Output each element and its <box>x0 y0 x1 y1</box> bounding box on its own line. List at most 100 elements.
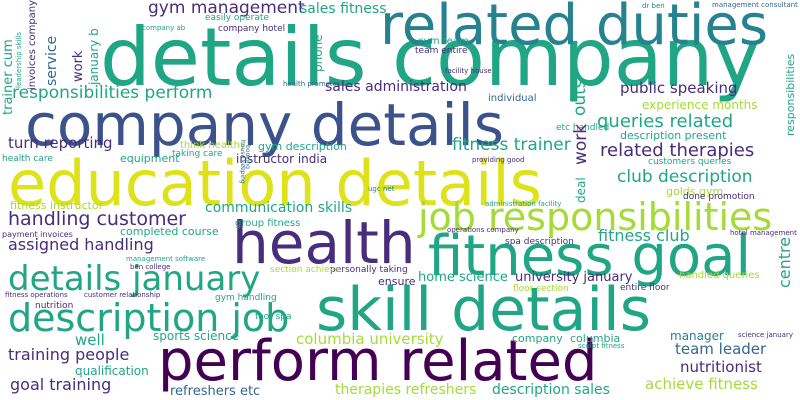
word-think-healthy: think healthy <box>180 140 246 151</box>
word-details-company: details company <box>100 11 761 104</box>
word-completed-course: completed course <box>120 225 219 238</box>
word-leadership-skills: leadership skills <box>15 31 23 88</box>
word-nutrition: nutrition <box>35 301 74 311</box>
word-cum-team: cum team <box>418 36 469 47</box>
word-columbia-university: columbia university <box>296 330 444 348</box>
word-responsibilities-perform: responsibilities perform <box>12 83 213 103</box>
word-golds-gym: golds gym <box>666 185 724 198</box>
word-gym-management: gym management <box>148 0 305 18</box>
word-university-january: university january <box>515 270 633 285</box>
word-gym-handling: gym handling <box>215 293 277 303</box>
word-foot-spa: foot spa <box>255 312 292 322</box>
word-group-fitness: group fitness <box>235 218 301 229</box>
word-ugc-net: ugc net <box>368 185 395 193</box>
word-instructor-india: instructor india <box>236 152 328 166</box>
word-well: well <box>75 331 105 349</box>
word-ben-college: ben college <box>130 263 171 271</box>
word-house-keeping: house keeping <box>239 140 246 184</box>
word-related-therapies: related therapies <box>600 140 755 161</box>
word-achieve-fitness: achieve fitness <box>645 375 758 393</box>
word-related-duties: related duties <box>380 0 769 58</box>
word-individual: individual <box>488 93 537 104</box>
word-management-consultant: management consultant <box>712 1 798 9</box>
word-administration-facility: administration facility <box>485 200 562 208</box>
word-ensure: ensure <box>378 275 416 288</box>
word-turn-reporting: turn reporting <box>8 134 113 152</box>
word-personally-taking: personally taking <box>330 265 408 275</box>
word-skill-details: skill details <box>316 275 651 345</box>
word-section-achieve: section achieve <box>270 265 341 275</box>
word-description-present: description present <box>620 129 727 142</box>
word-company-details: company details <box>25 91 504 159</box>
word-company: company <box>512 332 563 345</box>
word-easily-operate: easily operate <box>205 13 269 23</box>
word-fitness-operations: fitness operations <box>5 291 68 299</box>
word-communication-skills: communication skills <box>205 200 353 216</box>
word-sales-fitness: sales fitness <box>300 1 387 17</box>
word-customer-relationship: customer relationship <box>84 291 161 299</box>
word-invoices-company: invoices company <box>27 0 38 90</box>
word-health-care: health care <box>2 154 53 164</box>
word-customers-queries: customers queries <box>648 157 732 167</box>
word-sculpt-fitness: sculpt fitness <box>578 342 625 350</box>
word-club-description: club description <box>617 167 753 187</box>
word-company-hotel: company hotel <box>218 24 286 34</box>
word-science-january: science january <box>738 331 793 339</box>
word-dr-ben: dr ben <box>642 2 665 10</box>
word-description-job: description job <box>8 296 290 340</box>
word-nutritionist: nutritionist <box>680 358 762 376</box>
word-handling-customer: handling customer <box>8 208 186 230</box>
word-taking-care: taking care <box>172 149 223 159</box>
word-trainer-cum: trainer cum <box>1 39 16 115</box>
word-refreshers-etc: refreshers etc <box>170 384 261 399</box>
word-fitness-goal: fitness goal <box>428 224 752 289</box>
word-service: service <box>44 35 60 86</box>
word-public-speaking: public speaking <box>620 79 738 97</box>
word-health-promoter: health promoter <box>283 80 340 88</box>
word-fitness-trainer: fitness trainer <box>452 135 571 155</box>
word-responsibilities-v: responsibilities <box>784 53 797 136</box>
word-floor-section: floor section <box>513 284 569 294</box>
word-therapies-refreshers: therapies refreshers <box>335 382 477 398</box>
word-work-2: work <box>571 123 591 165</box>
word-sales-administration: sales administration <box>325 79 467 95</box>
word-job-responsibilities: job responsibilities <box>418 195 773 239</box>
word-providing-good: providing good <box>472 156 525 164</box>
word-description-sales: description sales <box>492 382 610 398</box>
word-operations-company: operations company <box>447 226 519 234</box>
word-manager: manager <box>670 329 724 343</box>
word-fitness-instructor: fitness instructor <box>10 199 104 212</box>
word-queries-related: queries related <box>597 111 734 132</box>
word-etc-handled: etc handled <box>556 123 610 133</box>
word-assigned-handling: assigned handling <box>8 235 154 254</box>
word-experience-months: experience months <box>642 98 758 112</box>
word-qualification: qualification <box>75 364 149 378</box>
word-entire-floor: entire floor <box>620 283 670 293</box>
word-january-b: january b <box>87 28 101 85</box>
word-outs: outs <box>570 79 590 116</box>
word-home-science: home science <box>418 270 508 285</box>
word-goal-training: goal training <box>10 375 112 394</box>
word-sports-science: sports science <box>153 329 240 343</box>
word-health: health <box>232 209 416 277</box>
word-company-ab: company ab <box>142 24 186 32</box>
word-spa-description: spa description <box>505 237 574 247</box>
word-equipment: equipment <box>120 152 180 165</box>
word-done-promotion: done promotion <box>683 192 755 202</box>
word-handled-queries: handled queries <box>679 270 760 281</box>
word-gym-description: gym description <box>258 140 347 153</box>
word-deal: deal <box>574 177 588 203</box>
word-columbia: columbia <box>570 332 621 345</box>
word-facility-house: facility house <box>445 67 492 75</box>
word-details-january: details january <box>8 259 261 299</box>
word-work: work <box>71 50 86 82</box>
word-hotel-management: hotel management <box>730 229 797 237</box>
word-team-leader: team leader <box>675 340 767 358</box>
word-team-entire: team entire <box>415 46 468 56</box>
word-fitness-club: fitness club <box>598 226 690 245</box>
word-phone: phone <box>311 34 325 72</box>
word-education-details: education details <box>8 147 542 220</box>
word-centre: centre <box>775 236 794 288</box>
word-payment-invoices: payment invoices <box>2 230 73 239</box>
